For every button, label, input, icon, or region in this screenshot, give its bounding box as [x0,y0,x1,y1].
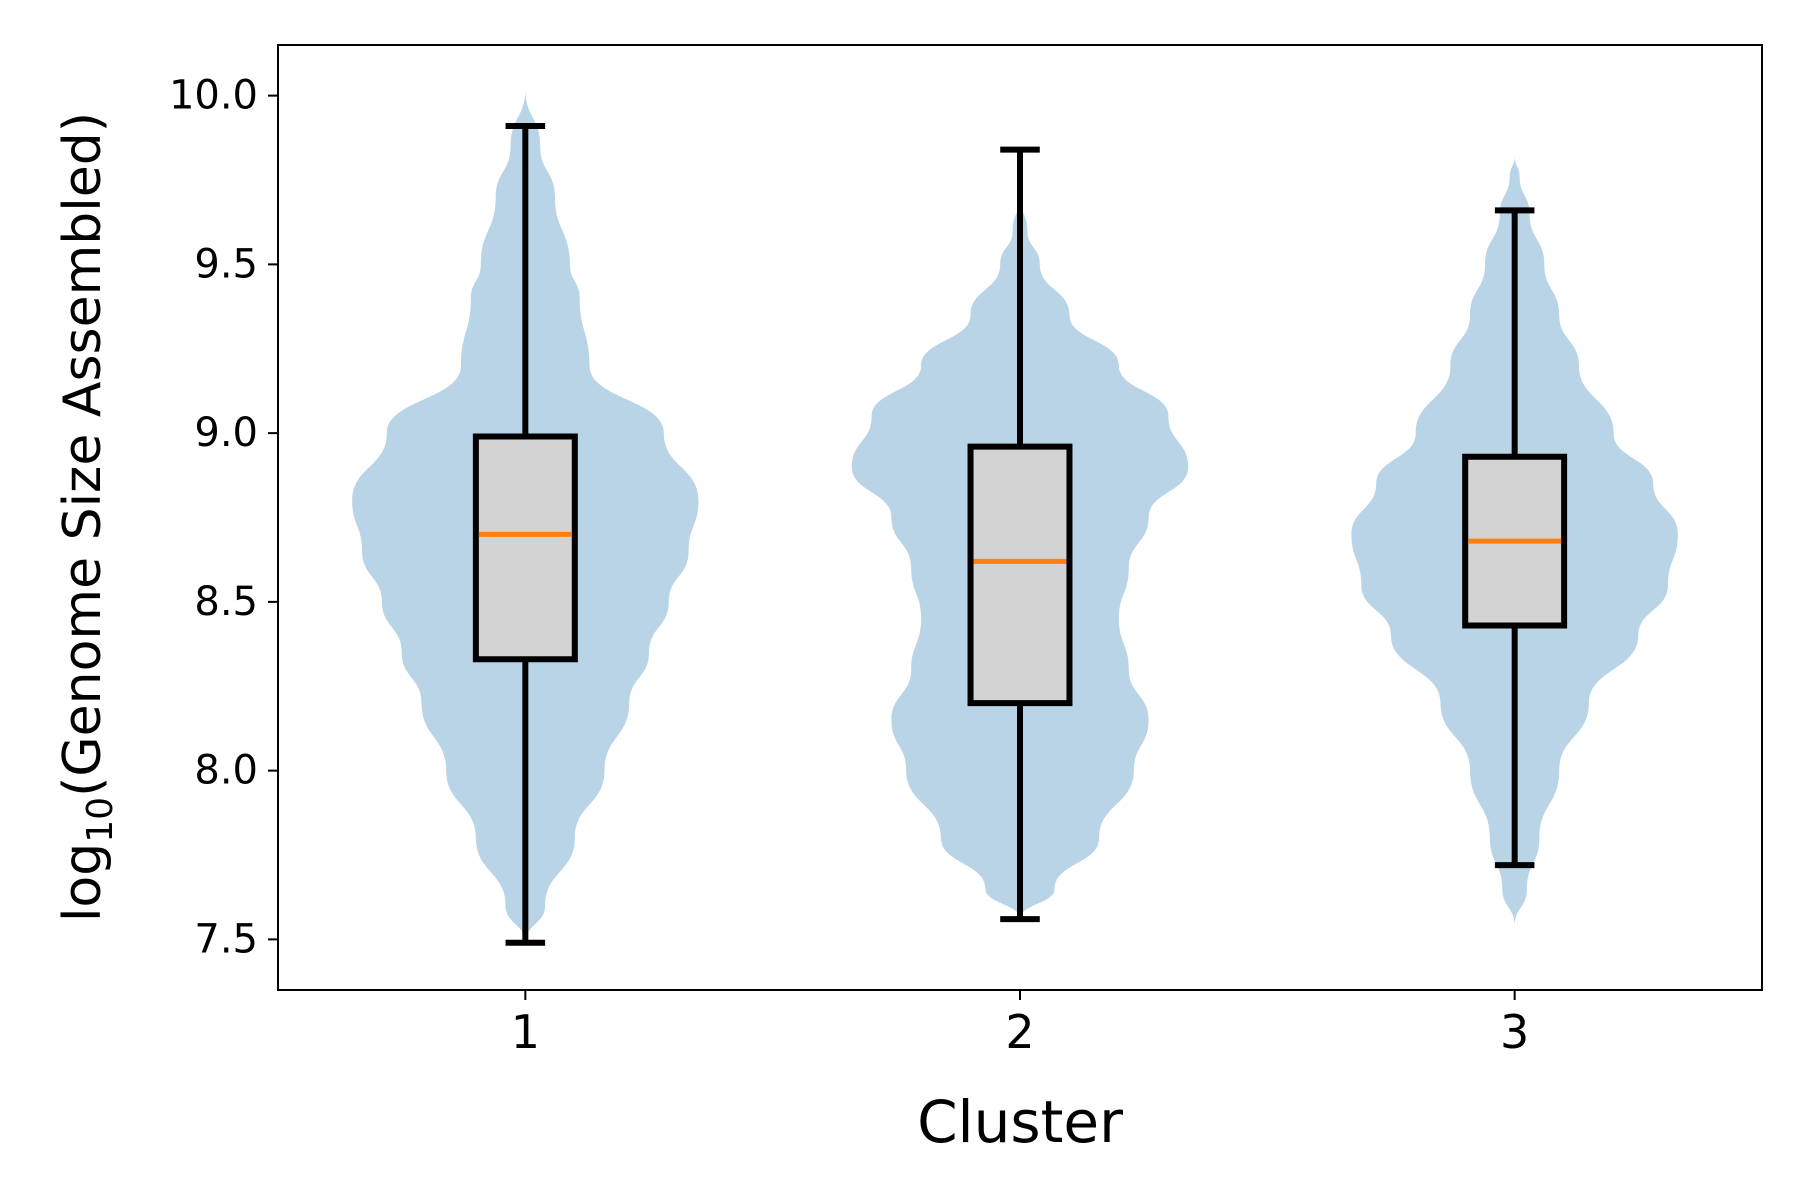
x-tick-label: 3 [1500,1005,1529,1059]
box-1 [472,433,578,663]
box-2 [967,443,1073,707]
y-axis-label-prefix: log [53,843,113,922]
y-tick-label: 9.0 [194,410,258,456]
y-tick-label: 8.0 [194,748,258,794]
y-axis-label-suffix: (Genome Size Assembled) [53,112,113,797]
y-axis-label-subscript: 10 [80,797,121,843]
x-tick-label: 2 [1005,1005,1034,1059]
y-tick-label: 9.5 [194,241,258,287]
y-tick-label: 10.0 [169,73,258,119]
x-axis-label: Cluster [917,1088,1123,1156]
y-axis-label: log10(Genome Size Assembled) [53,112,121,922]
y-tick-label: 7.5 [194,916,258,962]
plot-area [352,88,1678,946]
x-axis: 1 2 3 [511,990,1529,1059]
y-axis: 7.5 8.0 8.5 9.0 9.5 10.0 [169,73,278,962]
y-tick-label: 8.5 [194,579,258,625]
x-tick-label: 1 [511,1005,540,1059]
